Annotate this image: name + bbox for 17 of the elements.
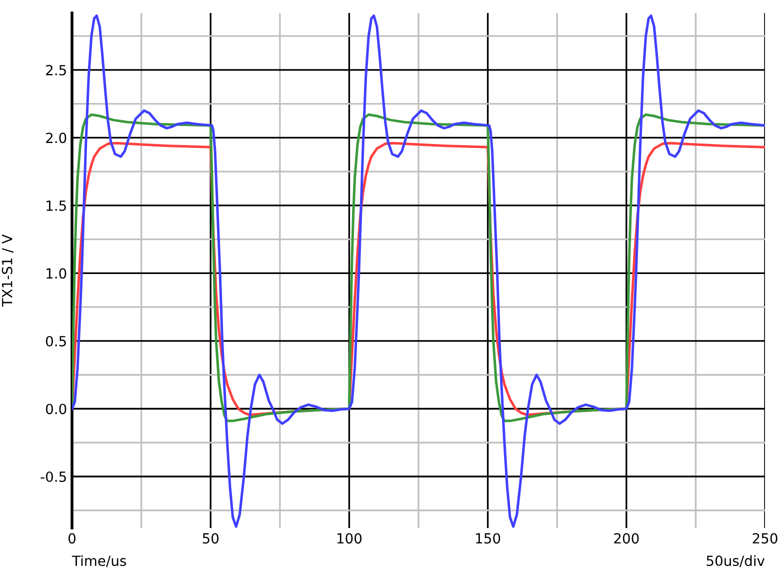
y-tick-label: 1.5 [46, 200, 66, 211]
x-tick-label: 200 [614, 533, 639, 544]
y-tick-label: 0.5 [46, 336, 66, 346]
y-tick-label: 0.0 [46, 404, 66, 414]
x-tick-label: 100 [337, 533, 362, 544]
text: 50us/div [706, 555, 765, 568]
y-tick-label: -0.5 [40, 471, 66, 482]
y-tick-label: 1.0 [46, 268, 66, 279]
y-tick-label: 2.5 [46, 64, 66, 76]
y-tick-label: 2.0 [46, 132, 66, 144]
x-tick-label: 0 [68, 533, 76, 544]
x-tick-label: 150 [476, 533, 500, 544]
x-axis-title: Time/us [72, 555, 126, 568]
x-tick-label: 50 [202, 533, 219, 544]
line-series [72, 14, 765, 528]
x-tick-label: 250 [752, 533, 778, 544]
y-axis-title: TX1-S1 / V [2, 234, 14, 307]
